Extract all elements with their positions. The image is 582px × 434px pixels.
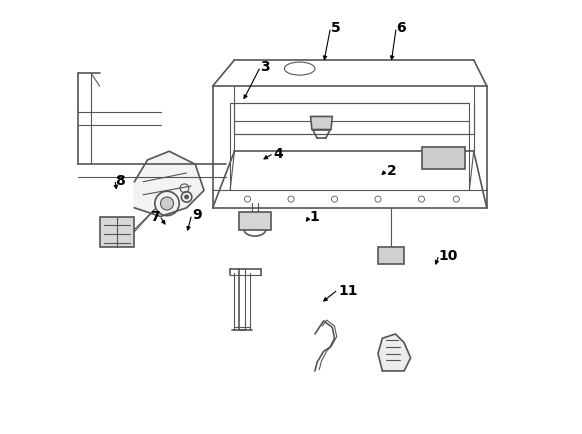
Text: 8: 8	[115, 173, 125, 187]
Text: 9: 9	[192, 208, 201, 222]
Polygon shape	[134, 152, 204, 217]
Polygon shape	[311, 117, 332, 130]
Circle shape	[185, 196, 189, 199]
Polygon shape	[421, 148, 465, 169]
Circle shape	[161, 197, 173, 210]
Polygon shape	[378, 247, 404, 265]
Text: 2: 2	[386, 164, 396, 178]
Text: 7: 7	[150, 209, 159, 223]
Text: 11: 11	[338, 283, 357, 297]
Ellipse shape	[285, 63, 315, 76]
Text: 6: 6	[396, 21, 406, 35]
Text: 10: 10	[439, 248, 458, 262]
Text: 4: 4	[274, 147, 283, 161]
Text: 3: 3	[261, 60, 270, 74]
Polygon shape	[100, 217, 134, 247]
Text: 5: 5	[331, 21, 340, 35]
Polygon shape	[378, 334, 411, 371]
Polygon shape	[239, 213, 271, 230]
Text: 1: 1	[310, 210, 320, 224]
